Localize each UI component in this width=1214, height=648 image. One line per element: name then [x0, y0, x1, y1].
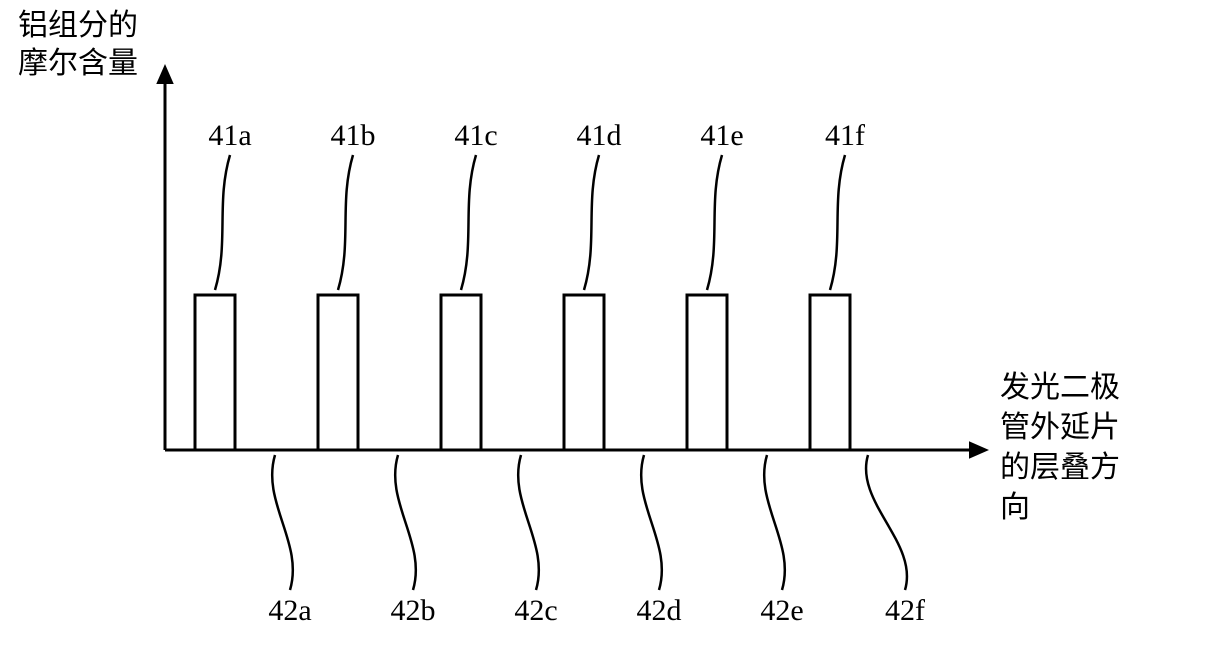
bar-41e [687, 295, 727, 450]
bar-41d [564, 295, 604, 450]
top-callout-label-41c: 41c [454, 119, 497, 152]
bottom-callout-label-42b: 42b [391, 594, 436, 627]
bottom-callout-leader-42d [641, 455, 662, 590]
x-axis-label-line-1: 管外延片 [1000, 411, 1120, 444]
bottom-callout-label-42d: 42d [637, 594, 682, 627]
bottom-callout-label-42e: 42e [760, 594, 803, 627]
x-axis-label-line-3: 向 [1000, 491, 1030, 524]
diagram-root: 铝组分的摩尔含量发光二极管外延片的层叠方向 41a 41b 41c 41d 41e 41f 4… [0, 0, 1214, 648]
bottom-callout-leader-42b [395, 455, 416, 590]
top-callout-leader-41d [584, 155, 599, 290]
bottom-callout-leader-42e [764, 455, 785, 590]
bottom-callout-label-42c: 42c [514, 594, 557, 627]
x-axis-arrow [969, 441, 989, 459]
top-callout-label-41f: 41f [825, 119, 865, 152]
top-callout-leader-41a [215, 155, 230, 290]
bottom-callout-leader-42f [866, 455, 907, 590]
top-callout-label-41b: 41b [331, 119, 376, 152]
top-callout-leader-41f [830, 155, 845, 290]
y-axis-label-line-0: 铝组分的 [18, 9, 138, 42]
y-axis-arrow [156, 64, 174, 84]
top-callout-label-41d: 41d [577, 119, 622, 152]
bar-41a [195, 295, 235, 450]
x-axis-label-line-2: 的层叠方 [1000, 451, 1120, 484]
bottom-callout-leader-42a [272, 455, 293, 590]
bottom-callout-label-42f: 42f [885, 594, 925, 627]
y-axis-label-line-1: 摩尔含量 [18, 47, 138, 80]
top-callout-leader-41b [338, 155, 353, 290]
top-callout-leader-41c [461, 155, 476, 290]
bar-41f [810, 295, 850, 450]
bottom-callout-leader-42c [518, 455, 539, 590]
top-callout-leader-41e [707, 155, 722, 290]
x-axis-label-line-0: 发光二极 [1000, 371, 1120, 404]
top-callout-label-41e: 41e [700, 119, 743, 152]
bar-41b [318, 295, 358, 450]
top-callout-label-41a: 41a [208, 119, 251, 152]
bar-41c [441, 295, 481, 450]
bottom-callout-label-42a: 42a [268, 594, 311, 627]
